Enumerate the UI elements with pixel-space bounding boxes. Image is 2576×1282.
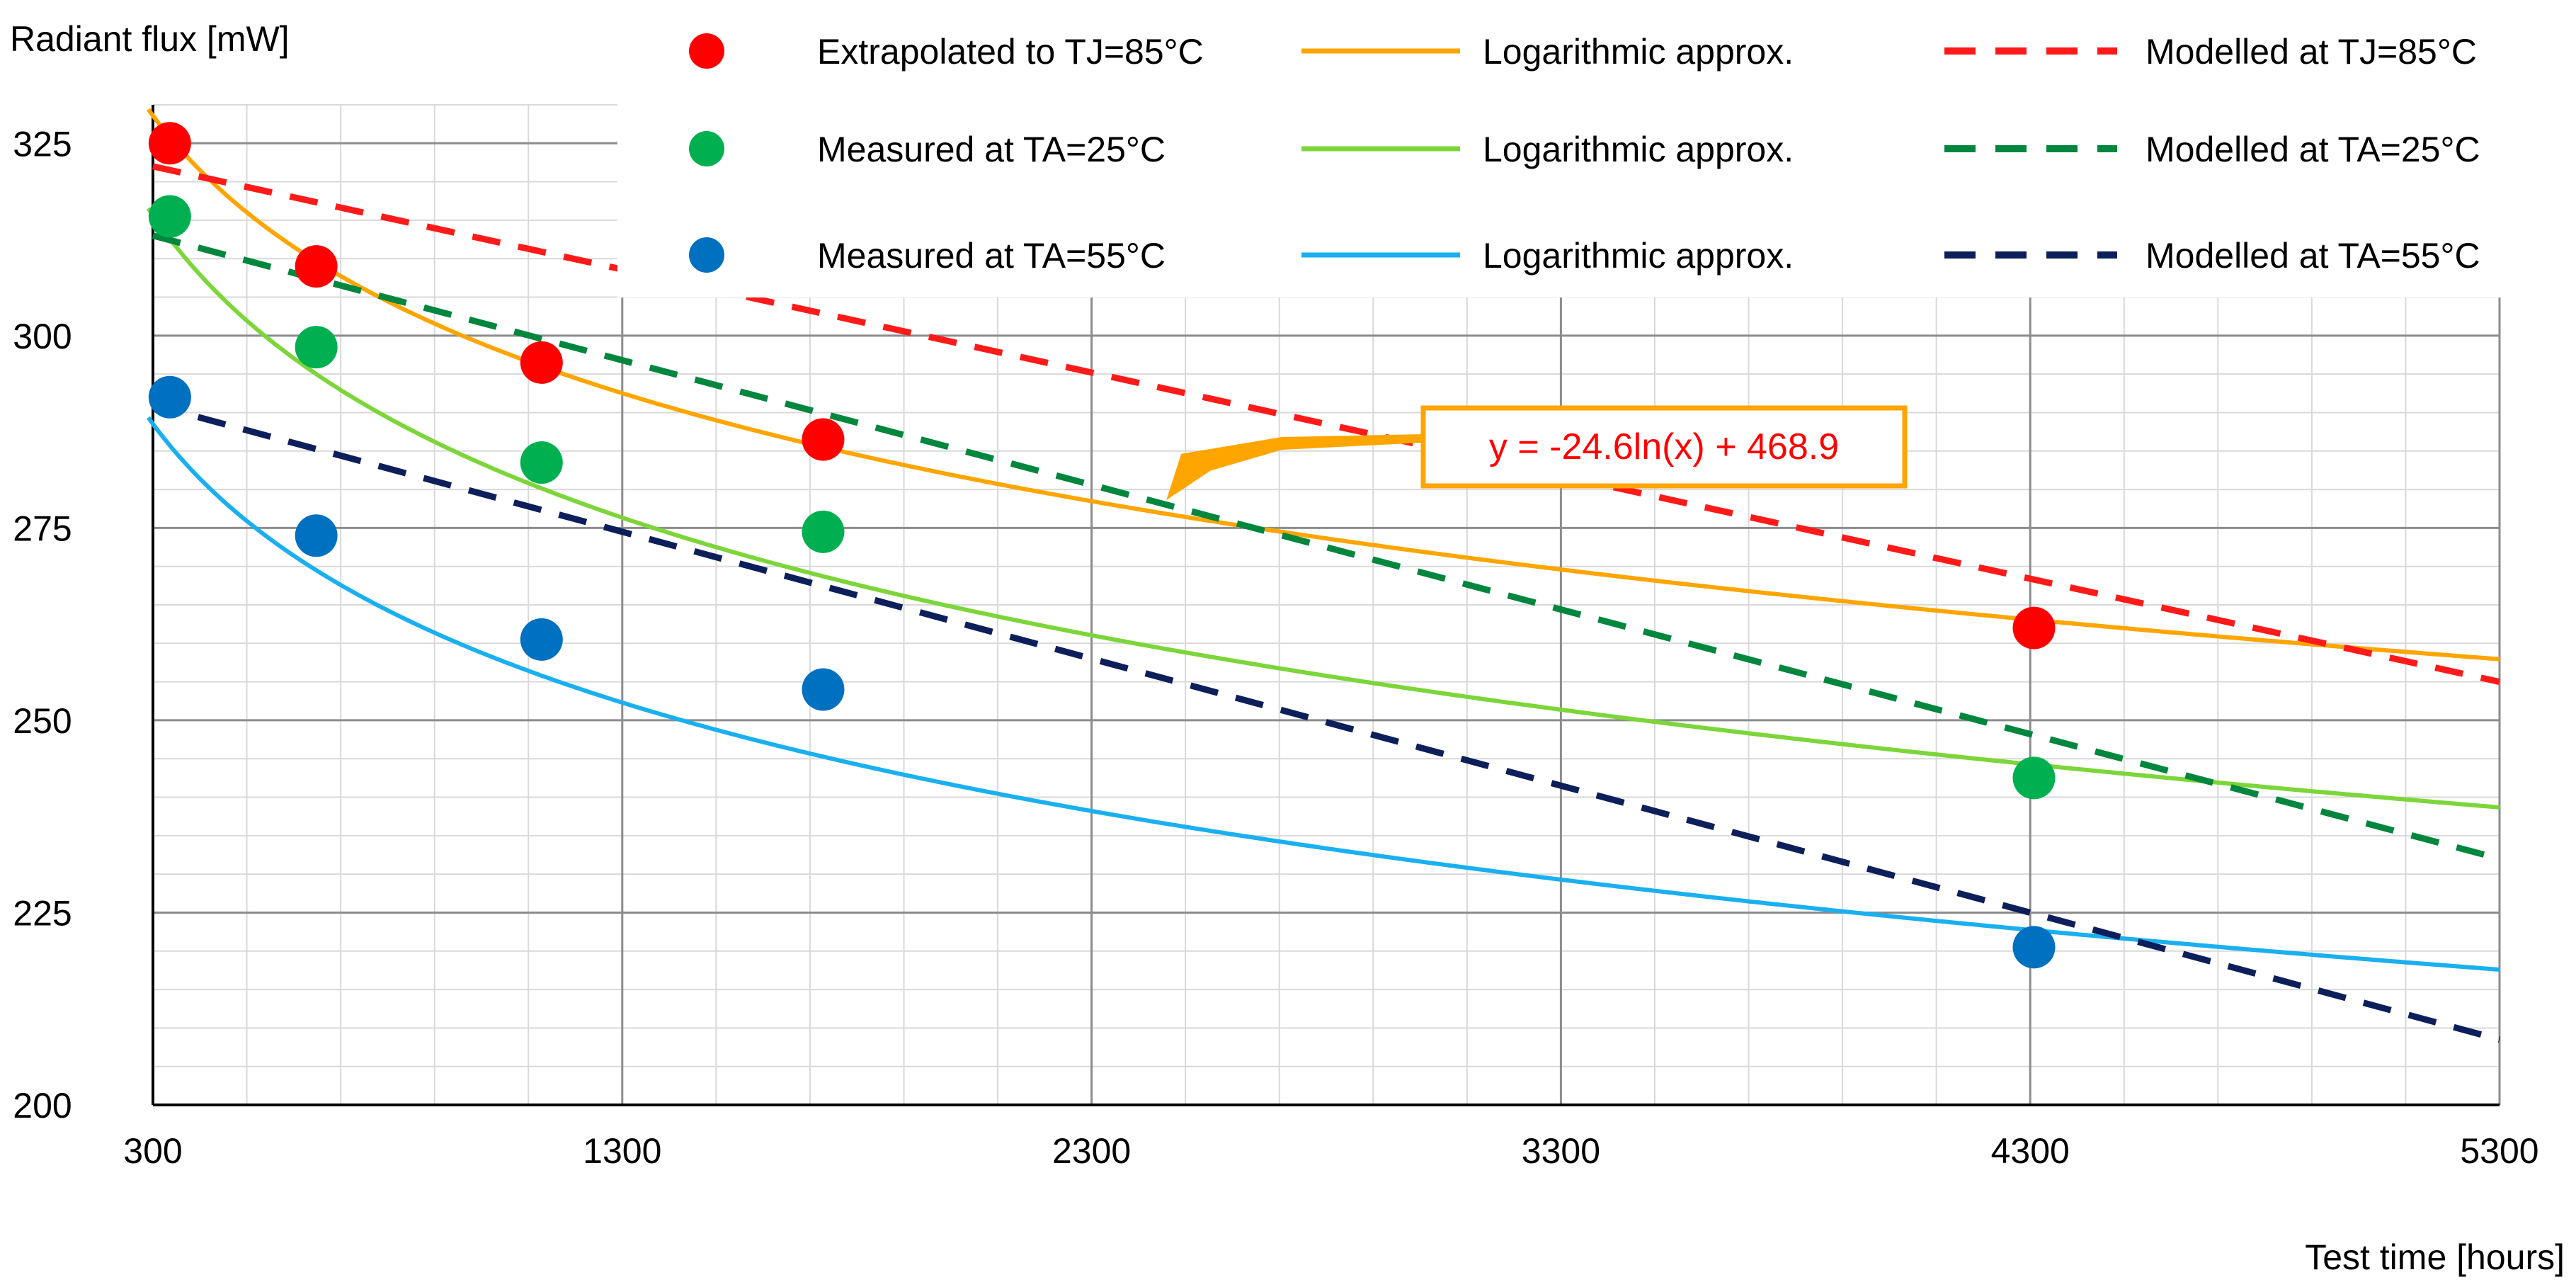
- x-tick-label: 5300: [2460, 1131, 2538, 1171]
- x-tick-label: 300: [123, 1131, 182, 1171]
- modelled-line-ta25: [152, 232, 2501, 862]
- data-point-ta55: [802, 668, 845, 711]
- measured-points: [148, 122, 2056, 969]
- axes: [152, 105, 2500, 1106]
- data-point-ta55: [520, 618, 563, 661]
- annotation-text: y = -24.6ln(x) + 468.9: [1489, 426, 1839, 467]
- x-tick-label: 3300: [1522, 1131, 1600, 1171]
- x-tick-label: 4300: [1991, 1131, 2070, 1171]
- data-point-ta55: [2012, 926, 2056, 969]
- log-approx-line-ta25: [146, 207, 2500, 810]
- y-tick-label: 325: [13, 124, 72, 164]
- tick-labels: 200 225 250 275 300 325 300 1300 2300 3300 4300 530…: [13, 124, 2538, 1171]
- legend-label-modelled-tj85: Modelled at TJ=85°C: [2145, 32, 2477, 72]
- legend-label-log-ta55: Logarithmic approx.: [1483, 236, 1794, 276]
- data-point-tj85: [148, 122, 191, 165]
- data-point-ta55: [148, 375, 191, 419]
- data-point-ta25: [148, 195, 191, 238]
- y-tick-label: 300: [13, 317, 72, 356]
- data-point-tj85: [2012, 606, 2056, 649]
- legend-label-modelled-ta25: Modelled at TA=25°C: [2145, 130, 2480, 169]
- y-tick-label: 225: [13, 893, 72, 933]
- data-point-tj85: [802, 418, 845, 461]
- modelled-series: [152, 163, 2501, 1043]
- legend-label-tj85: Extrapolated to TJ=85°C: [817, 32, 1204, 72]
- legend-label-ta25: Measured at TA=25°C: [817, 130, 1166, 169]
- legend-label-modelled-ta55: Modelled at TA=55°C: [2145, 236, 2480, 276]
- data-point-ta25: [520, 441, 563, 484]
- legend-label-ta55: Measured at TA=55°C: [817, 236, 1166, 276]
- log-approx-line-ta55: [146, 416, 2500, 972]
- axis-labels: Radiant flux [mW] Test time [hours]: [10, 19, 2565, 1277]
- legend-marker-tj85: [689, 33, 724, 69]
- y-axis-label: Radiant flux [mW]: [10, 19, 290, 59]
- modelled-line-tj85: [152, 163, 2500, 686]
- data-point-tj85: [520, 341, 563, 384]
- x-tick-label: 2300: [1052, 1131, 1131, 1171]
- y-tick-label: 200: [13, 1086, 72, 1125]
- data-point-ta55: [295, 514, 338, 557]
- data-point-ta25: [802, 510, 845, 553]
- modelled-line-ta55: [152, 402, 2501, 1043]
- legend-marker-ta55: [689, 237, 724, 273]
- legend-marker-ta25: [689, 131, 724, 166]
- annotation-pointer: [1166, 433, 1424, 501]
- x-tick-label: 1300: [583, 1131, 661, 1171]
- legend-label-log-tj85: Logarithmic approx.: [1483, 32, 1794, 72]
- y-tick-label: 275: [13, 509, 72, 548]
- data-point-tj85: [295, 245, 338, 288]
- legend-background: [617, 0, 2572, 297]
- data-point-ta25: [2012, 756, 2056, 800]
- legend: Extrapolated to TJ=85°C Logarithmic appro…: [617, 0, 2572, 297]
- legend-label-log-ta25: Logarithmic approx.: [1483, 130, 1794, 169]
- equation-annotation: y = -24.6ln(x) + 468.9: [1166, 405, 1908, 501]
- y-tick-label: 250: [13, 701, 72, 741]
- data-point-ta25: [295, 326, 338, 369]
- x-axis-label: Test time [hours]: [2305, 1237, 2565, 1277]
- annotation-box: [1420, 405, 1908, 489]
